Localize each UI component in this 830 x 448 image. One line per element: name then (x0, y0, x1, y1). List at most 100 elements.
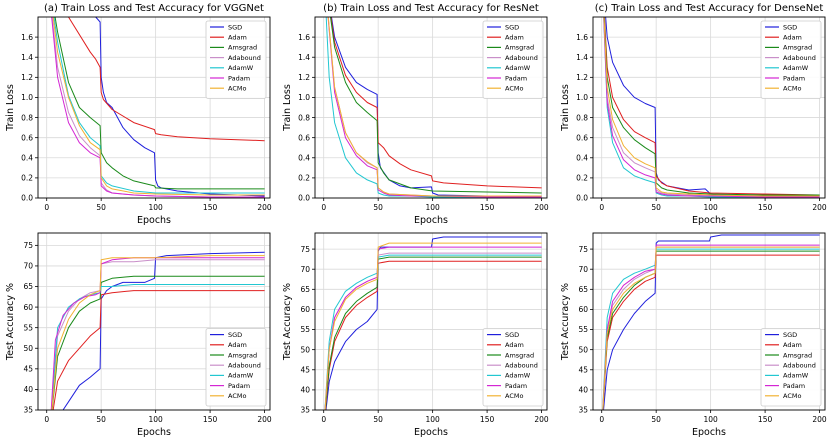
plot-frame (314, 232, 548, 411)
chart-title: (c) Train Loss and Test Accuracy for Den… (595, 3, 824, 14)
series-line-acmo (603, 17, 820, 197)
x-axis-label: Epochs (414, 427, 448, 438)
legend-label-adam: Adam (783, 341, 802, 349)
legend-label-sgd: SGD (228, 331, 242, 339)
legend-label-padam: Padam (505, 74, 527, 82)
series-line-amsgrad (603, 17, 820, 196)
y-tick-label: 1.6 (298, 33, 310, 42)
plot-frame (37, 16, 271, 199)
x-tick-label: 100 (703, 415, 718, 424)
x-tick-label: 0 (44, 203, 49, 212)
legend-label-adam: Adam (228, 34, 247, 42)
legend: SGD Adam Amsgrad Adabound AdamW Padam ACMo (760, 328, 822, 407)
y-tick-label: 60 (23, 303, 33, 312)
chart-title: (a) Train Loss and Test Accuracy for VGG… (44, 3, 264, 14)
y-tick-label: 70 (578, 265, 588, 274)
legend: SGD Adam Amsgrad Adabound AdamW Padam ACMo (482, 328, 544, 407)
series-line-acmo (324, 242, 542, 410)
y-tick-label: 1.0 (21, 93, 33, 102)
y-tick-label: 35 (300, 406, 310, 415)
y-tick-label: 0.8 (298, 113, 310, 122)
legend-label-acmo: ACMo (783, 392, 801, 400)
x-tick-label: 100 (148, 415, 163, 424)
densenet-acc-panel: 0 50 100 150 200 35 40 45 50 55 60 65 70 75 Epochs Test… (560, 232, 827, 438)
legend-label-amsgrad: Amsgrad (783, 44, 812, 52)
y-tick-label: 55 (578, 325, 588, 334)
x-tick-label: 200 (812, 415, 827, 424)
x-tick-label: 0 (321, 415, 326, 424)
y-tick-label: 50 (300, 345, 310, 354)
series-line-adam (67, 17, 265, 142)
series-line-adam (602, 254, 820, 410)
legend-label-sgd: SGD (783, 331, 797, 339)
x-tick-label: 200 (534, 203, 549, 212)
y-tick-label: 1.0 (298, 93, 310, 102)
x-tick-label: 150 (480, 203, 495, 212)
legend-box (205, 20, 267, 99)
x-tick-label: 200 (812, 203, 827, 212)
series-line-adam (330, 17, 542, 189)
legend-label-adabound: Adabound (505, 54, 538, 62)
y-tick-label: 0.2 (21, 174, 33, 183)
legend-label-amsgrad: Amsgrad (783, 351, 812, 359)
x-tick-label: 50 (96, 415, 106, 424)
y-tick-label: 0.2 (576, 174, 588, 183)
x-tick-label: 150 (758, 203, 773, 212)
x-tick-label: 100 (425, 203, 440, 212)
legend-box (482, 328, 544, 407)
series-line-amsgrad (330, 17, 542, 194)
series-line-adam (325, 260, 542, 410)
y-tick-label: 65 (300, 285, 310, 294)
series-line-acmo (52, 17, 265, 196)
y-tick-label: 0.6 (576, 133, 588, 142)
y-tick-label: 75 (300, 245, 310, 254)
y-axis-label: Test Accuracy % (5, 283, 16, 361)
legend-label-padam: Padam (228, 74, 250, 82)
legend-label-adamw: AdamW (505, 64, 531, 72)
y-tick-label: 0.4 (576, 153, 588, 162)
x-axis-label: Epochs (414, 215, 448, 226)
legend-label-sgd: SGD (505, 23, 519, 31)
legend-label-adam: Adam (505, 341, 524, 349)
plot-frame (37, 232, 271, 411)
series-line-amsgrad (324, 256, 542, 410)
legend-label-adam: Adam (783, 34, 802, 42)
y-tick-label: 1.4 (298, 53, 310, 62)
legend-label-adamw: AdamW (783, 64, 809, 72)
series-line-padam (51, 17, 265, 198)
x-tick-label: 150 (758, 415, 773, 424)
series-line-acmo (327, 17, 542, 197)
y-tick-label: 1.4 (21, 53, 33, 62)
y-tick-label: 35 (578, 406, 588, 415)
x-tick-label: 50 (373, 415, 383, 424)
y-tick-label: 1.4 (576, 53, 588, 62)
x-tick-label: 100 (148, 203, 163, 212)
legend: SGD Adam Amsgrad Adabound AdamW Padam ACMo (482, 20, 544, 99)
y-tick-label: 65 (578, 285, 588, 294)
legend-label-amsgrad: Amsgrad (505, 44, 534, 52)
legend-label-acmo: ACMo (783, 85, 801, 93)
legend-label-adamw: AdamW (505, 372, 531, 380)
y-tick-label: 1.6 (576, 33, 588, 42)
legend-label-adam: Adam (505, 34, 524, 42)
y-tick-label: 0.0 (576, 194, 588, 203)
x-tick-label: 200 (534, 415, 549, 424)
densenet-loss-panel: 0 50 100 150 200 0.0 0.2 0.4 0.6 0.8 1.0 1.2 1.4 1.6 E… (560, 3, 827, 226)
x-tick-label: 0 (599, 203, 604, 212)
legend-label-padam: Padam (783, 382, 805, 390)
x-tick-label: 150 (480, 415, 495, 424)
legend-label-adam: Adam (228, 341, 247, 349)
x-axis-label: Epochs (137, 427, 171, 438)
plot-frame (314, 16, 548, 199)
y-tick-label: 40 (23, 385, 33, 394)
x-tick-label: 100 (703, 203, 718, 212)
series-line-acmo (51, 255, 265, 410)
x-tick-label: 50 (96, 203, 106, 212)
legend-label-adabound: Adabound (505, 362, 538, 370)
x-tick-label: 100 (425, 415, 440, 424)
x-tick-label: 200 (257, 415, 272, 424)
legend-box (482, 20, 544, 99)
y-tick-label: 70 (300, 265, 310, 274)
legend-label-adabound: Adabound (228, 54, 261, 62)
y-tick-label: 1.2 (576, 73, 588, 82)
